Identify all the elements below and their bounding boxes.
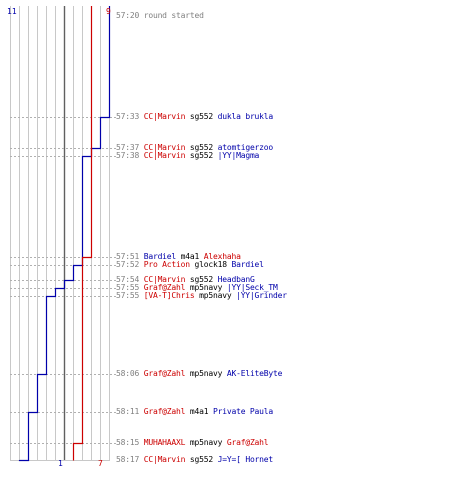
event-row: 57:52 Pro Action glock18 Bardiel [116, 260, 264, 270]
event-row: 57:37 CC|Marvin sg552 atomtigerzoo [116, 143, 273, 153]
event-weapon: glock18 [194, 260, 228, 269]
red-start-count: 9 [106, 7, 111, 16]
event-weapon: m4a1 [189, 407, 209, 416]
event-time: 57:20 [116, 11, 140, 20]
chart-grid [10, 6, 110, 461]
event-weapon: mp5navy [189, 283, 223, 292]
event-victim: Bardiel [231, 260, 264, 269]
event-weapon: mp5navy [189, 438, 223, 447]
event-killer: Graf@Zahl [143, 407, 186, 416]
event-killer: MUHAHAAXL [143, 438, 186, 447]
event-row: 57:38 CC|Marvin sg552 |YY|Magma [116, 151, 259, 161]
event-victim: Graf@Zahl [226, 438, 269, 447]
event-killer: CC|Marvin [143, 151, 186, 160]
event-killer: Bardiel [143, 252, 177, 261]
blue-end-count: 1 [58, 459, 63, 468]
event-weapon: m4a1 [180, 252, 200, 261]
event-killer: CC|Marvin [143, 275, 186, 284]
event-victim: |YY|Magma [217, 151, 260, 160]
event-weapon: sg552 [189, 112, 213, 121]
event-time: 57:52 [116, 260, 140, 269]
series-line-blue [18, 6, 111, 462]
event-killer: CC|Marvin [143, 112, 186, 121]
event-killer: Pro Action [143, 260, 190, 269]
event-weapon: sg552 [189, 151, 213, 160]
event-time: 57:54 [116, 275, 140, 284]
event-victim: dukla brukla [217, 112, 274, 121]
event-weapon: sg552 [189, 143, 213, 152]
event-time: 57:55 [116, 283, 140, 292]
event-note: round started [143, 11, 204, 20]
event-killer: Graf@Zahl [143, 283, 186, 292]
series-line-red [72, 6, 93, 461]
event-time: 58:15 [116, 438, 140, 447]
event-weapon: mp5navy [199, 291, 232, 300]
event-victim: |YY|Grinder [236, 291, 287, 300]
event-row: 57:51 Bardiel m4a1 Alexhaha [116, 252, 241, 262]
event-victim: J=Y=[ Hornet [217, 455, 274, 464]
event-weapon: sg552 [189, 275, 213, 284]
event-victim: Private Paula [213, 407, 274, 416]
event-row: 57:55 Graf@Zahl mp5navy |YY|Seck_TM [116, 283, 278, 293]
event-time: 57:51 [116, 252, 140, 261]
event-row: 57:54 CC|Marvin sg552 HeadbanG [116, 275, 255, 285]
red-end-count: 7 [98, 459, 103, 468]
event-time: 57:55 [116, 291, 140, 300]
event-row: 58:06 Graf@Zahl mp5navy AK-EliteByte [116, 369, 282, 379]
event-victim: atomtigerzoo [217, 143, 274, 152]
event-row: 58:11 Graf@Zahl m4a1 Private Paula [116, 407, 273, 417]
blue-start-count: 11 [7, 7, 17, 16]
event-victim: HeadbanG [217, 275, 255, 284]
event-time: 58:06 [116, 369, 140, 378]
event-victim: AK-EliteByte [226, 369, 283, 378]
event-row: 58:15 MUHAHAAXL mp5navy Graf@Zahl [116, 438, 269, 448]
event-row: 57:55 [VA-T]Chris mp5navy |YY|Grinder [116, 291, 287, 301]
event-time: 58:11 [116, 407, 140, 416]
event-guides [10, 117, 116, 444]
event-time: 57:38 [116, 151, 140, 160]
event-time: 58:17 [116, 455, 140, 464]
event-victim: |YY|Seck_TM [226, 283, 278, 292]
event-row: 57:20 round started [116, 11, 204, 21]
event-victim: Alexhaha [203, 252, 241, 261]
event-killer: CC|Marvin [143, 455, 186, 464]
event-row: 57:33 CC|Marvin sg552 dukla brukla [116, 112, 273, 122]
event-row: 58:17 CC|Marvin sg552 J=Y=[ Hornet [116, 455, 273, 465]
event-weapon: sg552 [189, 455, 213, 464]
event-weapon: mp5navy [189, 369, 223, 378]
chart-series [18, 6, 111, 462]
event-killer: [VA-T]Chris [143, 291, 195, 300]
event-time: 57:33 [116, 112, 140, 121]
event-time: 57:37 [116, 143, 140, 152]
event-killer: Graf@Zahl [143, 369, 186, 378]
event-killer: CC|Marvin [143, 143, 186, 152]
